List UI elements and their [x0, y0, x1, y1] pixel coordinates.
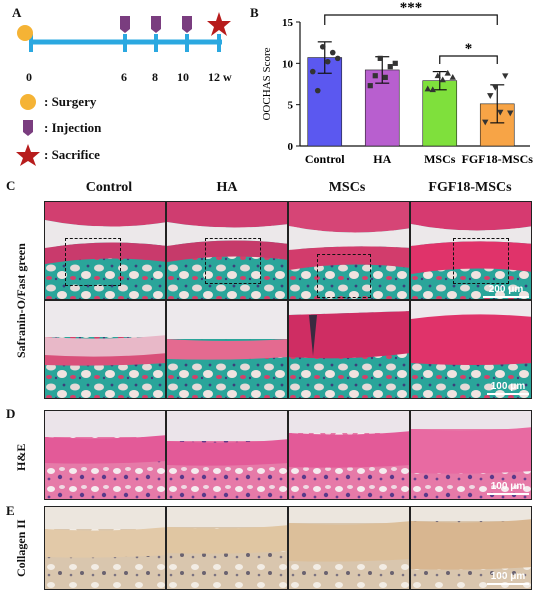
collagen-control	[44, 506, 166, 590]
injection-marker-icon	[151, 16, 161, 33]
collagen-ha	[166, 506, 288, 590]
legend-surgery-label: : Surgery	[44, 94, 97, 109]
panel-label-e: E	[6, 503, 15, 518]
panel-label-a: A	[12, 5, 22, 20]
he-fgf18-mscs: 100 μm	[410, 410, 532, 500]
timeline-label-10: 10	[177, 70, 189, 84]
safo-high-mag-ha	[166, 300, 288, 399]
legend-injection-label: : Injection	[44, 120, 102, 135]
data-point	[444, 69, 451, 76]
safo-low-mag-fgf18-mscs: 200 μm	[410, 201, 532, 300]
x-tick-label: MSCs	[424, 152, 456, 166]
timeline-diagram	[16, 12, 231, 166]
data-point	[319, 44, 326, 50]
data-point	[482, 119, 489, 126]
data-point	[329, 49, 336, 56]
significance-bracket	[439, 55, 498, 64]
data-point	[367, 83, 373, 89]
sacrifice-marker-icon	[207, 12, 231, 36]
data-point	[434, 72, 441, 79]
bar-mscs	[422, 80, 458, 147]
safo-low-mag-ha	[166, 201, 288, 300]
x-tick-label: HA	[373, 152, 391, 166]
significance-bracket	[324, 14, 498, 25]
data-point	[449, 73, 456, 80]
data-point	[372, 73, 378, 79]
data-point	[429, 86, 436, 93]
row-label-collagen: Collagen II	[14, 519, 28, 577]
surgery-marker-icon	[17, 25, 33, 41]
column-header-fgf18-mscs: FGF18-MSCs	[428, 180, 512, 195]
scale-bar-100um: 100 μm	[487, 481, 529, 495]
legend-sacrifice-icon	[16, 144, 40, 166]
panel-label-b: B	[250, 5, 259, 20]
safo-high-mag-fgf18-mscs: 100 μm	[410, 300, 532, 399]
he-ha	[166, 410, 288, 500]
data-point	[314, 87, 321, 94]
legend-surgery-icon	[20, 94, 36, 110]
timeline-label-12w: 12 w	[208, 70, 232, 84]
data-point	[377, 55, 383, 61]
significance-label: ***	[400, 0, 423, 16]
y-tick-label: 15	[282, 17, 294, 29]
panel-label-c: C	[6, 178, 16, 193]
timeline-label-8: 8	[152, 70, 158, 84]
safo-high-mag-control	[44, 300, 166, 399]
scale-bar-100um: 100 μm	[487, 381, 529, 395]
collagen-mscs	[288, 506, 410, 590]
zoom-region-box	[317, 254, 371, 298]
x-tick-label: Control	[305, 152, 345, 166]
y-tick-label: 10	[282, 58, 294, 70]
y-axis-label: OOCHAS Score	[261, 47, 273, 120]
data-point	[492, 84, 499, 91]
safo-high-mag-mscs	[288, 300, 410, 399]
zoom-region-box	[453, 238, 509, 284]
safo-low-mag-control	[44, 201, 166, 300]
data-point	[487, 93, 494, 99]
injection-marker-icon	[182, 16, 192, 33]
data-point	[507, 110, 514, 117]
data-point	[334, 55, 341, 62]
y-tick-label: 0	[288, 141, 294, 153]
data-point	[309, 68, 316, 75]
he-mscs	[288, 410, 410, 500]
data-point	[497, 109, 504, 116]
column-header-control: Control	[85, 180, 133, 195]
x-tick-label: FGF18-MSCs	[462, 152, 534, 166]
data-point	[382, 74, 388, 80]
data-point	[387, 64, 393, 70]
oochas-bar-chart: 0 5 10 15 OOCHAS Score Control HA MSCs FGF18-MSC…	[261, 0, 534, 166]
zoom-region-box	[205, 238, 261, 284]
data-point	[439, 76, 446, 83]
data-point	[324, 58, 331, 65]
panel-label-d: D	[6, 406, 16, 421]
column-header-ha: HA	[216, 180, 238, 195]
data-point	[424, 85, 431, 92]
row-label-he: H&E	[14, 443, 28, 471]
scale-bar-100um: 100 μm	[487, 571, 529, 585]
y-tick-label: 5	[288, 100, 294, 112]
collagen-fgf18-mscs: 100 μm	[410, 506, 532, 590]
timeline-label-6: 6	[121, 70, 127, 84]
significance-label: *	[465, 41, 473, 57]
zoom-region-box	[65, 238, 121, 286]
safo-low-mag-mscs	[288, 201, 410, 300]
data-point	[502, 73, 509, 80]
data-point	[392, 60, 398, 66]
timeline-label-0: 0	[26, 70, 32, 84]
legend-sacrifice-label: : Sacrifice	[44, 147, 100, 162]
scale-bar-200um: 200 μm	[483, 284, 529, 298]
injection-marker-icon	[120, 16, 130, 33]
row-label-safranin: Safranin-O/Fast green	[14, 243, 28, 359]
column-header-mscs: MSCs	[328, 180, 366, 195]
he-control	[44, 410, 166, 500]
legend-injection-icon	[23, 120, 33, 136]
